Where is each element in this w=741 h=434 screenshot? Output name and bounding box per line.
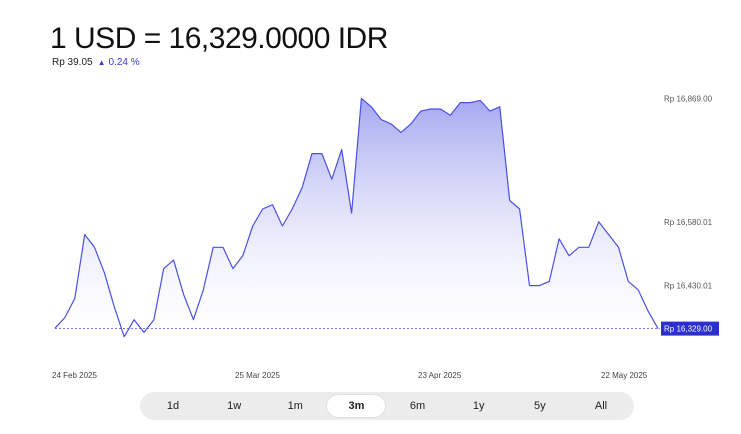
time-range-selector: 1d 1w 1m 3m 6m 1y 5y All — [140, 392, 634, 420]
y-tick-label: Rp 16,430.01 — [664, 282, 713, 291]
x-tick-label: 23 Apr 2025 — [418, 371, 462, 380]
price-line — [54, 97, 659, 338]
price-area — [55, 98, 658, 337]
x-tick-label: 25 Mar 2025 — [235, 371, 280, 380]
change-percent: 0.24 % — [108, 57, 140, 68]
range-button-1m[interactable]: 1m — [287, 400, 303, 412]
y-tick-label: Rp 16,580.01 — [664, 218, 713, 227]
y-tick-label: Rp 16,869.00 — [664, 95, 713, 104]
range-button-3m[interactable]: 3m — [327, 395, 386, 417]
rate-change-row: Rp 39.05 ▲ 0.24 % — [52, 57, 140, 68]
change-percent-badge: ▲ 0.24 % — [98, 57, 140, 68]
range-button-1w[interactable]: 1w — [227, 400, 242, 412]
range-button-all[interactable]: All — [594, 400, 608, 412]
x-tick-label: 24 Feb 2025 — [52, 371, 97, 380]
current-value-badge — [661, 321, 719, 336]
exchange-rate-chart[interactable]: Rp 16,869.00 Rp 16,580.01 Rp 16,430.01 Rp 1… — [0, 0, 741, 390]
change-value: Rp 39.05 — [52, 57, 93, 68]
exchange-rate-title: 1 USD = 16,329.0000 IDR — [50, 22, 388, 55]
current-value-label: Rp 16,329.00 — [664, 325, 713, 334]
range-button-5y[interactable]: 5y — [534, 400, 546, 412]
range-button-1y[interactable]: 1y — [472, 400, 485, 412]
up-arrow-icon: ▲ — [97, 57, 106, 67]
x-tick-label: 22 May 2025 — [601, 371, 648, 380]
range-button-1d[interactable]: 1d — [166, 400, 180, 412]
range-button-6m[interactable]: 6m — [409, 400, 426, 412]
